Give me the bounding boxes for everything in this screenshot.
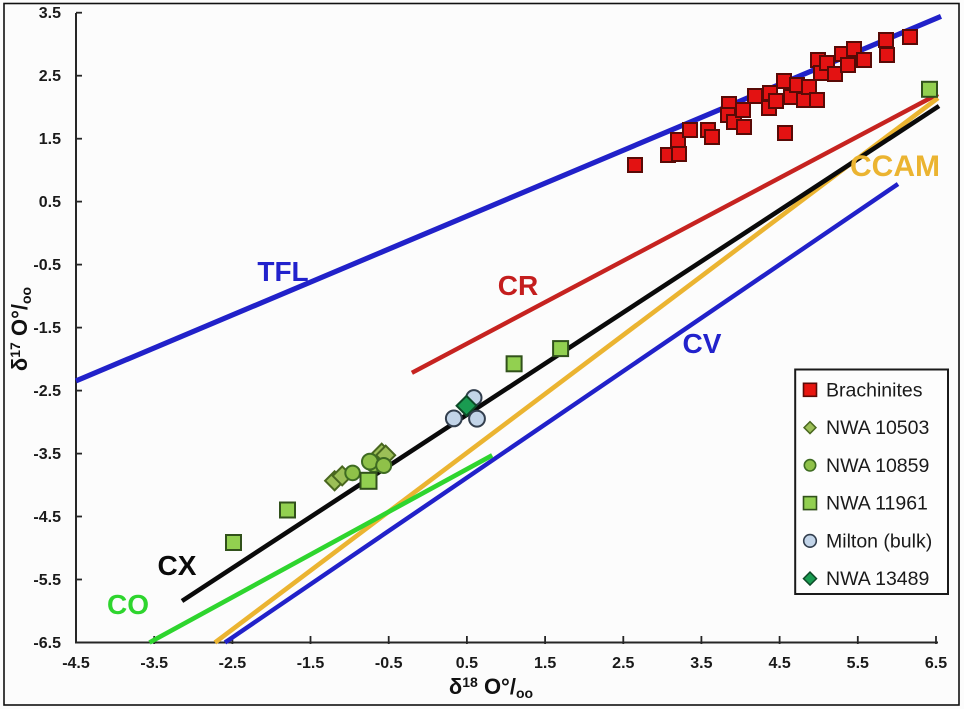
svg-text:2.5: 2.5 <box>612 655 634 672</box>
svg-text:-2.5: -2.5 <box>219 655 247 672</box>
svg-text:2.5: 2.5 <box>39 68 61 85</box>
svg-text:-3.5: -3.5 <box>140 655 168 672</box>
svg-text:CCAM: CCAM <box>850 150 940 183</box>
svg-text:Brachinites: Brachinites <box>826 379 923 401</box>
svg-text:-2.5: -2.5 <box>33 383 61 400</box>
svg-text:1.5: 1.5 <box>534 655 556 672</box>
svg-text:0.5: 0.5 <box>456 655 478 672</box>
svg-text:CV: CV <box>683 328 722 359</box>
svg-text:5.5: 5.5 <box>847 655 869 672</box>
svg-text:-0.5: -0.5 <box>33 257 61 274</box>
svg-text:1.5: 1.5 <box>39 131 61 148</box>
svg-text:CR: CR <box>498 270 538 301</box>
svg-text:-1.5: -1.5 <box>33 320 61 337</box>
svg-text:-4.5: -4.5 <box>62 655 90 672</box>
svg-text:0.5: 0.5 <box>39 194 61 211</box>
svg-text:-4.5: -4.5 <box>33 509 61 526</box>
svg-text:NWA 10503: NWA 10503 <box>826 417 929 439</box>
svg-text:3.5: 3.5 <box>690 655 712 672</box>
svg-text:-6.5: -6.5 <box>33 635 61 652</box>
svg-text:-3.5: -3.5 <box>33 446 61 463</box>
svg-text:NWA 11961: NWA 11961 <box>826 493 928 515</box>
svg-text:CX: CX <box>158 550 197 581</box>
svg-text:-5.5: -5.5 <box>33 572 61 589</box>
svg-text:-0.5: -0.5 <box>375 655 403 672</box>
svg-text:TFL: TFL <box>257 256 308 287</box>
svg-text:3.5: 3.5 <box>39 5 61 22</box>
svg-text:-1.5: -1.5 <box>297 655 325 672</box>
svg-text:CO: CO <box>107 589 149 620</box>
svg-text:NWA 10859: NWA 10859 <box>826 455 929 477</box>
svg-text:4.5: 4.5 <box>768 655 790 672</box>
svg-text:6.5: 6.5 <box>925 655 947 672</box>
svg-text:Milton (bulk): Milton (bulk) <box>826 530 932 552</box>
svg-text:NWA 13489: NWA 13489 <box>826 568 929 590</box>
